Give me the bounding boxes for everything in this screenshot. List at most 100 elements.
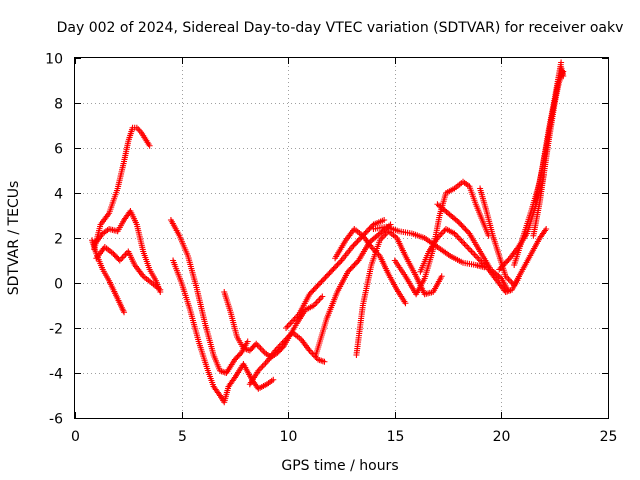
data-point — [321, 275, 328, 282]
data-point — [250, 343, 257, 350]
data-point — [455, 235, 462, 241]
data-point — [316, 296, 323, 303]
data-point — [465, 245, 472, 252]
data-point — [258, 364, 265, 371]
data-series — [91, 124, 153, 253]
data-point — [353, 239, 360, 246]
x-axis-label: GPS time / hours — [281, 458, 398, 474]
data-point — [333, 263, 340, 270]
x-tick-label: 25 — [600, 429, 618, 445]
data-point — [259, 363, 266, 370]
y-tick-label: 0 — [54, 277, 63, 293]
data-point — [459, 223, 466, 230]
y-tick-label: 6 — [54, 142, 63, 158]
data-point — [284, 323, 291, 330]
data-point — [309, 288, 316, 295]
data-point — [438, 230, 445, 237]
data-point — [457, 220, 464, 227]
data-point — [496, 266, 503, 273]
data-point — [323, 272, 330, 279]
data-series — [532, 59, 565, 205]
data-point — [515, 275, 522, 282]
y-tick-label: -2 — [49, 322, 63, 338]
data-point — [118, 256, 125, 262]
data-point — [354, 238, 361, 245]
y-tick-label: -6 — [49, 412, 63, 428]
data-point — [350, 242, 357, 249]
data-point — [461, 241, 468, 247]
data-series — [530, 64, 567, 239]
data-point — [135, 126, 142, 133]
data-point — [314, 282, 321, 289]
data-series — [434, 201, 511, 293]
data-point — [315, 281, 322, 288]
data-point — [285, 322, 292, 328]
data-point — [365, 227, 372, 234]
data-point — [458, 222, 465, 229]
data-point — [258, 346, 265, 353]
data-point — [357, 235, 364, 242]
data-point — [349, 244, 356, 250]
data-point — [369, 222, 376, 229]
data-point — [469, 250, 476, 256]
y-tick-label: 8 — [54, 97, 63, 113]
y-tick-label: -4 — [49, 367, 63, 383]
data-series — [246, 329, 328, 388]
data-point — [326, 270, 333, 277]
data-point — [381, 217, 388, 223]
data-point — [319, 277, 326, 284]
data-point — [344, 268, 351, 275]
data-point — [355, 236, 362, 243]
data-point — [313, 284, 320, 291]
data-point — [498, 263, 505, 270]
data-series — [167, 217, 251, 376]
data-point — [334, 261, 341, 268]
data-points — [89, 59, 567, 406]
data-point — [330, 265, 337, 272]
data-point — [502, 259, 509, 266]
data-point — [500, 262, 507, 269]
data-series — [170, 257, 277, 406]
x-tick-label: 15 — [387, 429, 405, 445]
data-point — [351, 241, 358, 248]
data-point — [543, 226, 550, 232]
chart-title: Day 002 of 2024, Sidereal Day-to-day VTE… — [57, 20, 624, 36]
data-point — [497, 265, 504, 272]
data-point — [461, 224, 468, 231]
x-tick-label: 0 — [71, 429, 80, 445]
data-point — [505, 276, 512, 283]
data-point — [560, 73, 567, 79]
data-point — [235, 352, 242, 359]
data-point — [261, 361, 268, 368]
data-point — [351, 261, 358, 268]
data-point — [249, 344, 256, 351]
data-point — [505, 256, 512, 263]
data-point — [462, 226, 469, 233]
data-point — [468, 248, 475, 255]
data-point — [457, 236, 464, 243]
x-tick-label: 5 — [178, 429, 187, 445]
data-point — [504, 258, 511, 265]
data-point — [317, 280, 324, 286]
data-point — [111, 252, 118, 259]
data-point — [471, 251, 478, 258]
x-tick-label: 20 — [493, 429, 511, 445]
data-point — [319, 293, 326, 300]
data-point — [329, 267, 336, 274]
data-point — [254, 342, 261, 349]
y-axis-label: SDTVAR / TECUs — [6, 181, 22, 296]
grid-lines — [75, 58, 608, 418]
data-point — [347, 265, 354, 272]
data-point — [157, 286, 164, 293]
data-point — [467, 247, 474, 253]
data-point — [246, 347, 253, 354]
data-point — [307, 289, 314, 296]
data-point — [322, 274, 329, 281]
data-point — [354, 258, 361, 265]
data-point — [233, 355, 240, 362]
data-point — [311, 285, 318, 292]
data-point — [501, 260, 508, 267]
data-point — [315, 298, 322, 304]
data-series — [283, 217, 388, 331]
